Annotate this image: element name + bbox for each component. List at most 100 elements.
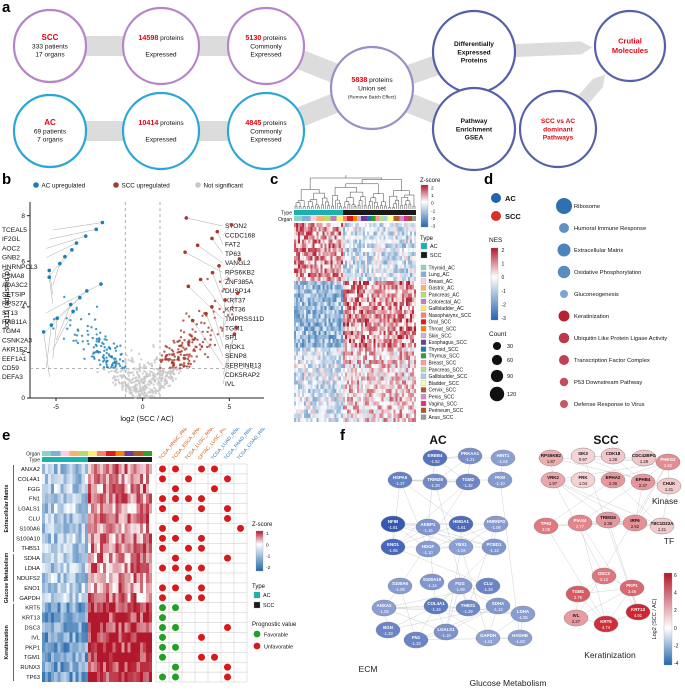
svg-text:log2 (SCC / AC): log2 (SCC / AC) — [120, 414, 174, 423]
svg-text:30: 30 — [507, 344, 513, 350]
panel-d: d AC SCC NES 2 1 0 -1 -2 -3 Count 30 60 90 120 Ribosom… — [482, 172, 685, 430]
svg-text:AC: AC — [44, 118, 56, 127]
svg-text:Lung_AC: Lung_AC — [429, 272, 450, 278]
svg-text:DEFA3: DEFA3 — [2, 374, 23, 381]
svg-text:-5: -5 — [53, 404, 59, 411]
panel-c: c Type Organ Z-score 2 1 0 -1 -2 -3 Type AC SCC Thyr… — [268, 172, 482, 430]
svg-text:2: 2 — [21, 350, 25, 357]
svg-text:dominant: dominant — [543, 126, 573, 133]
svg-text:60: 60 — [507, 358, 513, 364]
svg-text:Anus_SCC: Anus_SCC — [429, 415, 454, 421]
volcano-legend: AC upregulated SCC upregulated Not signifi… — [33, 182, 243, 189]
svg-text:SCC: SCC — [505, 212, 521, 221]
svg-text:FAT2: FAT2 — [225, 242, 241, 249]
svg-text:Molecules: Molecules — [612, 46, 648, 55]
svg-text:Gluconeogenesis: Gluconeogenesis — [574, 292, 619, 298]
svg-text:TGM1: TGM1 — [225, 325, 244, 332]
svg-text:TMPRSS11D: TMPRSS11D — [225, 316, 264, 323]
svg-text:CD59: CD59 — [2, 365, 19, 372]
svg-text:Z-score: Z-score — [420, 178, 441, 184]
svg-text:Ribosome: Ribosome — [574, 204, 600, 210]
svg-text:10414 proteins: 10414 proteins — [138, 118, 184, 127]
panel-e: e Organ Type ANXA2 COL4A1 FGG FN1 LGALS1 CLU S10… — [0, 428, 338, 700]
svg-text:Thyroid_SCC: Thyroid_SCC — [429, 347, 459, 353]
svg-text:Type: Type — [29, 458, 40, 464]
svg-text:Expressed: Expressed — [457, 49, 490, 56]
svg-text:Type: Type — [281, 211, 292, 217]
svg-text:Organ: Organ — [26, 452, 40, 458]
svg-text:AKR1E2: AKR1E2 — [2, 347, 28, 354]
svg-text:1: 1 — [502, 262, 505, 268]
svg-text:Penis_SCC: Penis_SCC — [429, 395, 455, 401]
heatmap-legends: Z-score 21 0-1 -2 -3 Type AC SCC Thyroid_ACLung_… — [420, 178, 472, 421]
svg-text:EEF1A1: EEF1A1 — [2, 356, 27, 363]
volcano-points — [52, 277, 234, 399]
annotation-bars — [294, 210, 417, 221]
svg-text:SCC upregulated: SCC upregulated — [122, 182, 171, 189]
panel-f-label: f — [340, 427, 345, 444]
svg-text:2: 2 — [431, 186, 434, 192]
svg-text:Differentially: Differentially — [454, 41, 494, 48]
svg-text:Transcription Factor Complex: Transcription Factor Complex — [574, 358, 650, 364]
svg-text:AC: AC — [505, 194, 516, 203]
svg-text:TCEAL5: TCEAL5 — [2, 227, 27, 234]
svg-text:Gastric_AC: Gastric_AC — [429, 286, 455, 292]
svg-text:TGM4: TGM4 — [2, 328, 21, 335]
svg-text:14598 proteins: 14598 proteins — [138, 33, 184, 42]
svg-text:Defense Response to Virus: Defense Response to Virus — [574, 402, 645, 408]
panel-c-label: c — [270, 171, 279, 188]
svg-text:2: 2 — [502, 248, 505, 254]
svg-text:Proteins: Proteins — [461, 58, 488, 65]
svg-text:-log10 (adjusted p): -log10 (adjusted p) — [2, 268, 11, 331]
svg-text:-1: -1 — [431, 208, 436, 214]
pathway-dots: Ribosome Humoral Immune Response Extracell… — [556, 198, 667, 408]
heatmap-cells — [294, 223, 417, 423]
svg-text:GNB2: GNB2 — [2, 255, 20, 262]
panel-a-label: a — [2, 0, 11, 16]
svg-text:17 organs: 17 organs — [35, 52, 65, 59]
svg-text:Bladder_SCC: Bladder_SCC — [429, 381, 460, 387]
svg-text:69 patients: 69 patients — [34, 128, 67, 135]
svg-text:ST13: ST13 — [2, 310, 18, 317]
flow-node-1: 14598 proteins Expressed — [121, 6, 201, 86]
volcano-gene-labels: TCEAL5 IF2GL AOC2 GNB2 HNRNPCL3 PSMA8 ADA3C2 SE… — [2, 216, 264, 388]
svg-text:CDK5RAP2: CDK5RAP2 — [225, 372, 260, 379]
svg-text:Expressed: Expressed — [250, 52, 281, 59]
svg-text:4: 4 — [21, 304, 25, 311]
svg-text:Pancreas_AC: Pancreas_AC — [429, 293, 460, 299]
svg-text:RIOK1: RIOK1 — [225, 344, 245, 351]
svg-text:Thymus_SCC: Thymus_SCC — [429, 354, 461, 360]
svg-text:SCC: SCC — [430, 253, 441, 259]
svg-text:Gallbladder_AC: Gallbladder_AC — [429, 306, 465, 312]
svg-text:ZNF385A: ZNF385A — [225, 279, 254, 286]
svg-text:Humoral Immune Response: Humoral Immune Response — [574, 226, 646, 232]
svg-text:AOC2: AOC2 — [2, 245, 20, 252]
svg-text:Expressed: Expressed — [250, 137, 281, 144]
svg-text:5: 5 — [228, 404, 232, 411]
svg-text:Oxidative Phosphorylation: Oxidative Phosphorylation — [574, 270, 641, 276]
panel-b: b -5 0 5 0 2 4 6 8 log2 (SCC / AC) -log10 (adjust… — [0, 172, 268, 430]
svg-text:Oral_SCC: Oral_SCC — [429, 320, 452, 326]
svg-text:333 patients: 333 patients — [32, 43, 69, 50]
svg-text:Skin_SCC: Skin_SCC — [429, 333, 452, 339]
svg-text:Not significant: Not significant — [204, 182, 244, 189]
svg-text:120: 120 — [507, 392, 516, 398]
svg-text:AC upregulated: AC upregulated — [42, 182, 86, 189]
svg-text:4845 proteins: 4845 proteins — [245, 118, 287, 127]
svg-text:Vagina_SCC: Vagina_SCC — [429, 401, 458, 407]
svg-text:Crutial: Crutial — [618, 37, 642, 46]
svg-text:NES: NES — [489, 237, 503, 244]
panel-b-volcano-plot: -5 0 5 0 2 4 6 8 log2 (SCC / AC) -log10 (adjusted… — [2, 182, 264, 423]
svg-text:0: 0 — [431, 201, 434, 207]
svg-text:IVL: IVL — [225, 381, 235, 388]
svg-text:RAB11A: RAB11A — [2, 319, 27, 326]
